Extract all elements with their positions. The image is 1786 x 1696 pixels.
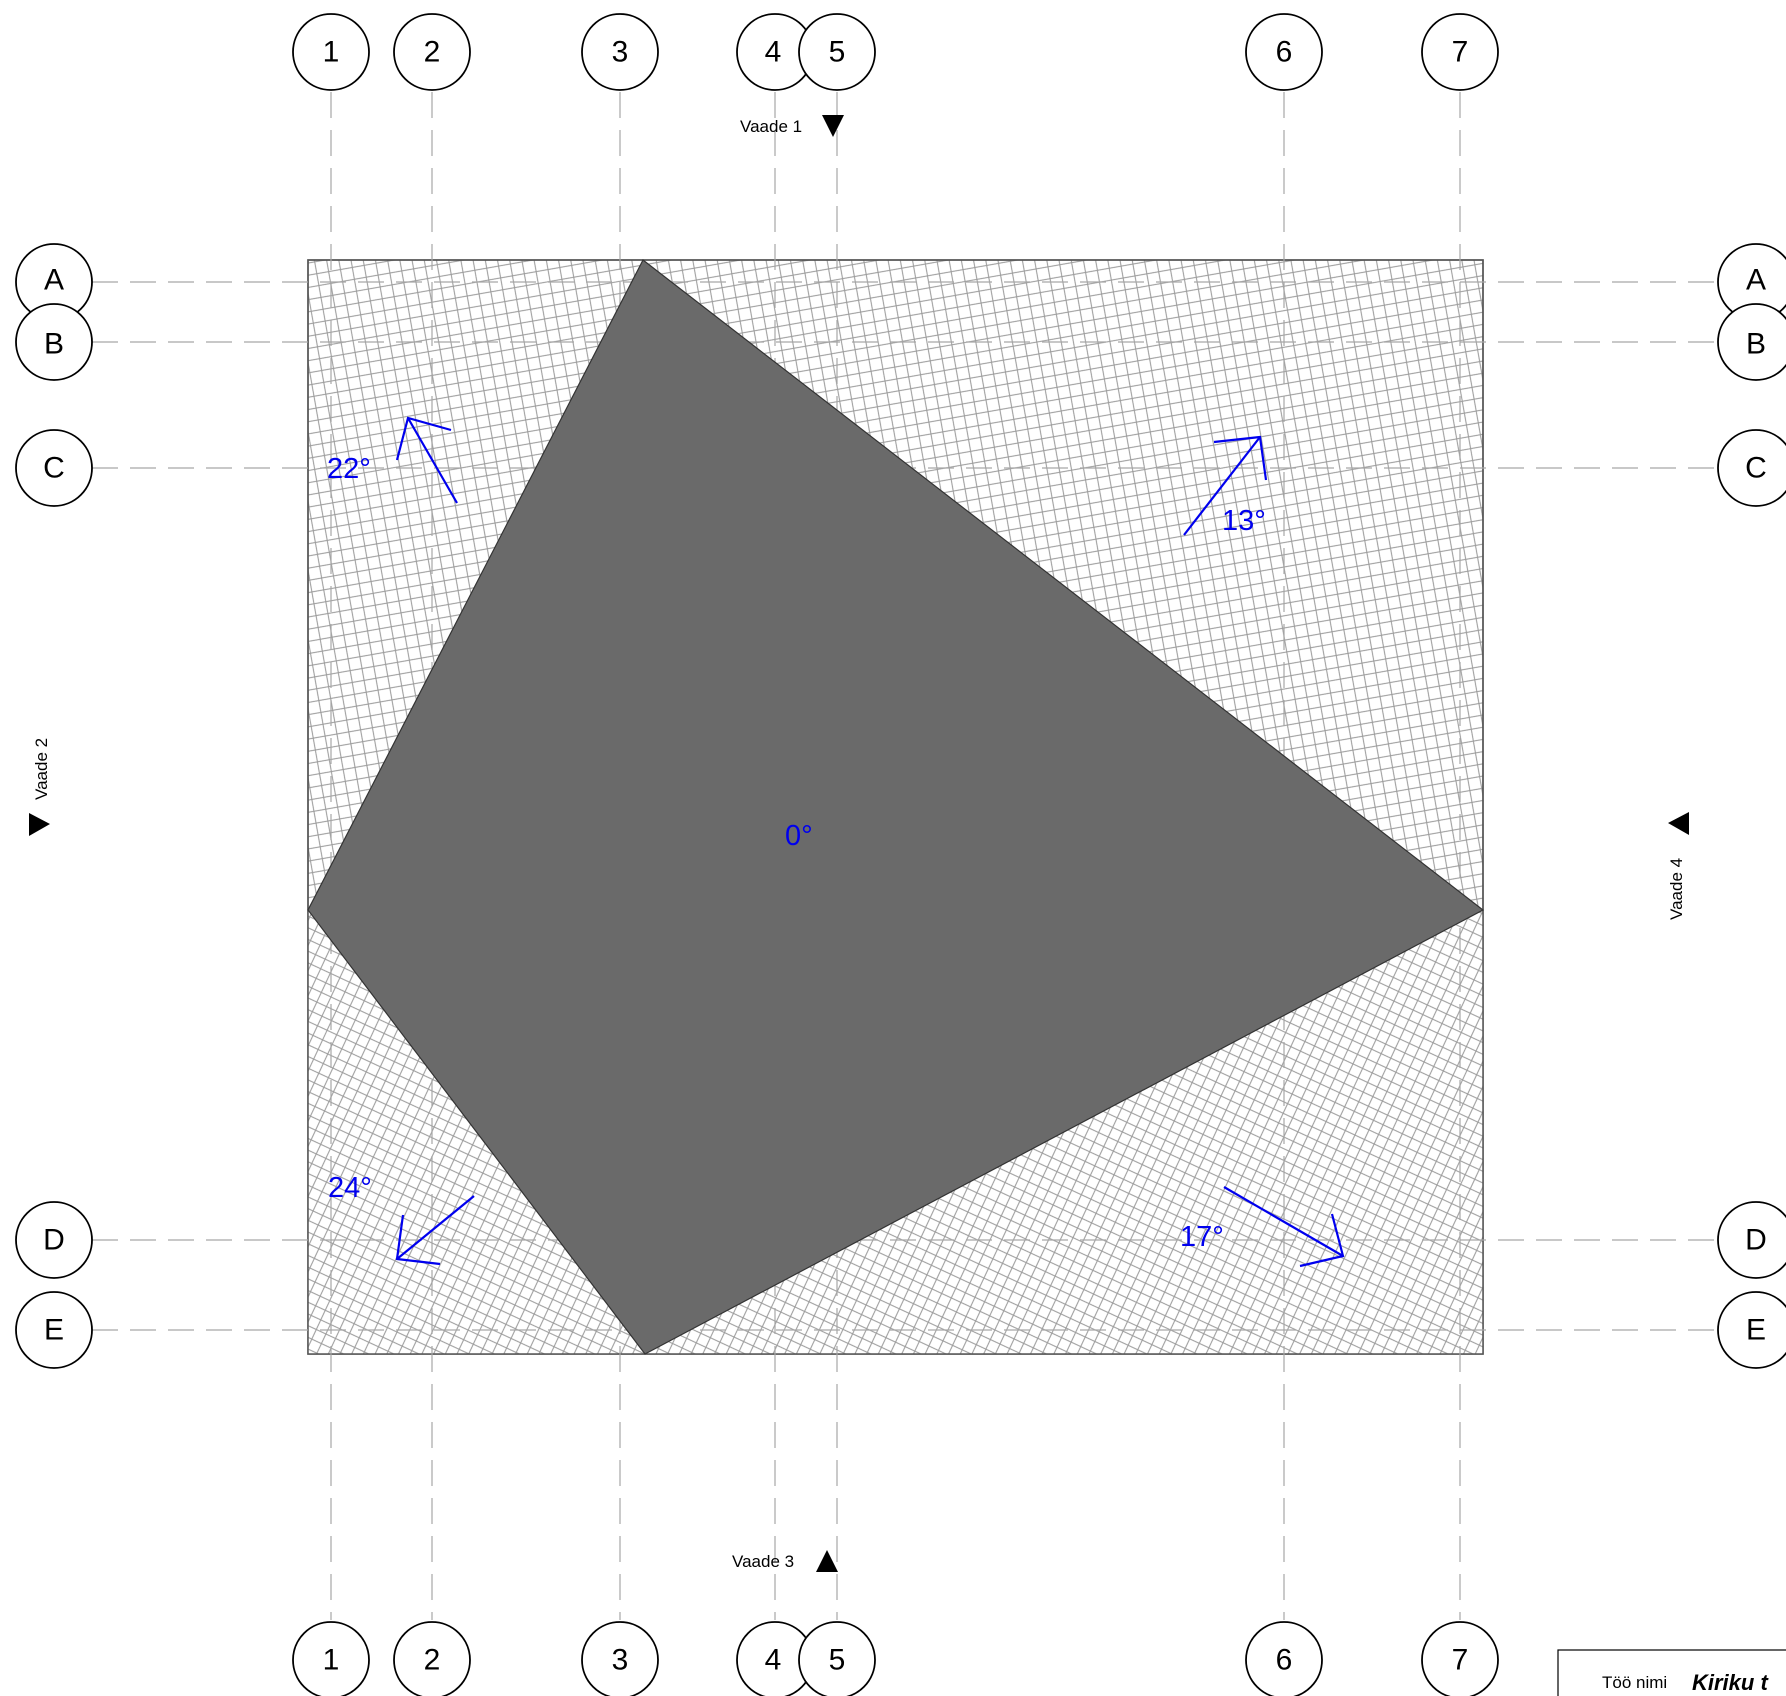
row-label: C xyxy=(43,452,65,485)
row-bubbles-left: A B C D E xyxy=(15,243,93,1369)
column-label: 2 xyxy=(424,36,441,69)
row-label: B xyxy=(1746,328,1766,361)
row-label: E xyxy=(44,1314,64,1347)
column-label: 5 xyxy=(829,1644,846,1677)
slope-arrow-bottom-left xyxy=(395,1195,475,1266)
column-label: 4 xyxy=(765,1644,782,1677)
column-label: 4 xyxy=(765,36,782,69)
column-label: 3 xyxy=(612,36,629,69)
column-label: 6 xyxy=(1276,1644,1293,1677)
column-bubbles-top: 1 2 3 4 5 6 7 xyxy=(292,13,1499,91)
column-bubbles-bottom: 1 2 3 4 5 6 7 xyxy=(292,1621,1499,1696)
title-block: Töö nimi Kiriku t xyxy=(1557,1649,1786,1696)
view-label-right: Vaade 4 xyxy=(1667,858,1686,920)
slope-label-center: 0° xyxy=(785,820,813,852)
view-label-bottom: Vaade 3 xyxy=(732,1552,794,1571)
title-block-frame xyxy=(1557,1649,1786,1696)
row-bubbles-right: A B C D E xyxy=(1717,243,1786,1369)
column-label: 2 xyxy=(424,1644,441,1677)
view-triangle-down-icon xyxy=(822,115,844,137)
column-label: 7 xyxy=(1452,1644,1469,1677)
row-label: A xyxy=(44,264,64,297)
view-label-left: Vaade 2 xyxy=(32,738,51,800)
slope-arrow-bottom-right xyxy=(1223,1186,1345,1268)
slope-label-bottom-left: 24° xyxy=(328,1172,372,1204)
title-block-project-name: Kiriku t xyxy=(1692,1670,1769,1695)
slope-arrow-top-left xyxy=(395,416,458,504)
column-label: 1 xyxy=(323,36,340,69)
slope-arrow-top-right xyxy=(1183,435,1268,536)
slope-label-bottom-right: 17° xyxy=(1180,1221,1224,1253)
row-label: D xyxy=(1745,1224,1767,1257)
row-label: E xyxy=(1746,1314,1766,1347)
column-label: 6 xyxy=(1276,36,1293,69)
row-label: A xyxy=(1746,264,1766,297)
view-triangle-left-icon xyxy=(1668,812,1689,835)
view-marker-left: Vaade 2 xyxy=(29,738,51,836)
column-label: 3 xyxy=(612,1644,629,1677)
column-label: 5 xyxy=(829,36,846,69)
view-marker-right: Vaade 4 xyxy=(1667,812,1689,920)
view-triangle-right-icon xyxy=(29,813,50,836)
row-label: B xyxy=(44,328,64,361)
flat-roof-polygon xyxy=(307,259,1485,1355)
row-label: C xyxy=(1745,452,1767,485)
column-label: 7 xyxy=(1452,36,1469,69)
view-label-top: Vaade 1 xyxy=(740,117,802,136)
view-triangle-up-icon xyxy=(816,1550,838,1572)
slope-label-top-right: 13° xyxy=(1222,505,1266,537)
column-label: 1 xyxy=(323,1644,340,1677)
row-label: D xyxy=(43,1224,65,1257)
slope-label-top-left: 22° xyxy=(327,453,371,485)
view-marker-top: Vaade 1 xyxy=(740,115,844,137)
title-block-label: Töö nimi xyxy=(1602,1673,1667,1692)
view-marker-bottom: Vaade 3 xyxy=(732,1550,838,1572)
